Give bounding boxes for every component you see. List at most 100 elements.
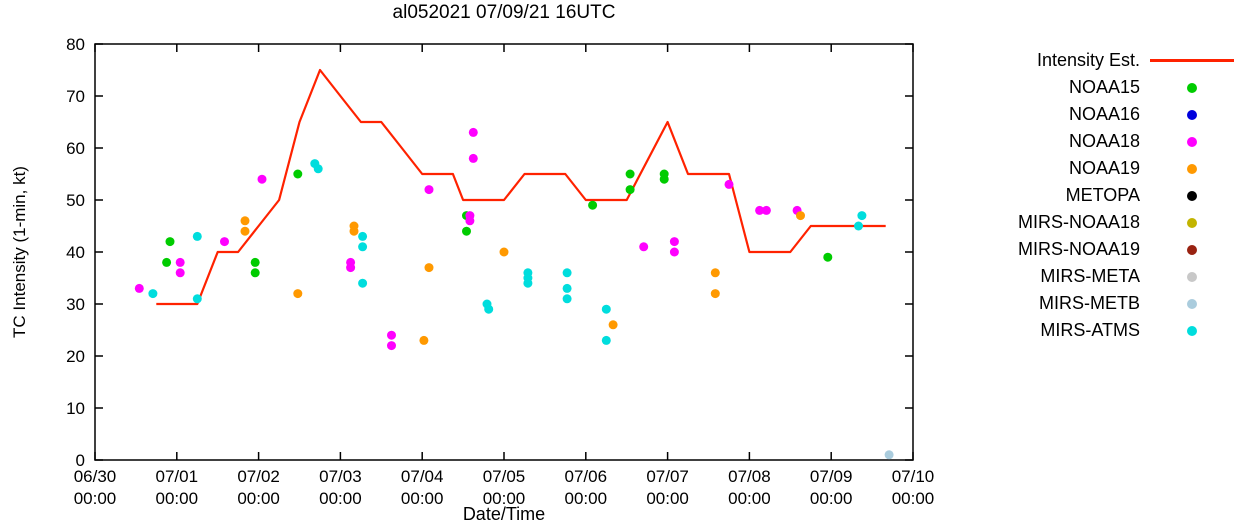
legend: Intensity Est. NOAA15 NOAA16 NOAA18 NOAA19 ME… <box>988 47 1236 344</box>
data-point-noaa19 <box>349 226 359 236</box>
data-point-noaa15 <box>293 169 303 179</box>
legend-label-noaa15: NOAA15 <box>1068 77 1140 97</box>
x-tick-label-date: 07/02 <box>237 467 280 486</box>
y-tick-label: 20 <box>66 347 85 366</box>
data-point-mirs-atms <box>601 335 611 345</box>
dot-swatch <box>1187 244 1197 255</box>
legend-item-noaa19: NOAA19 <box>988 155 1236 182</box>
legend-label-mirs-noaa19: MIRS-NOAA19 <box>1017 239 1140 259</box>
dot-swatch <box>1187 271 1197 282</box>
y-tick-label: 0 <box>76 451 85 470</box>
data-point-noaa18 <box>257 174 267 184</box>
legend-dot-icon-mirs-meta <box>1148 271 1236 282</box>
legend-dot-icon-metopa <box>1148 190 1236 201</box>
data-point-noaa18 <box>724 179 734 189</box>
data-point-mirs-metb <box>884 450 894 460</box>
data-point-noaa15 <box>250 268 260 278</box>
dot-swatch <box>1187 217 1197 228</box>
data-point-noaa15 <box>162 257 172 267</box>
legend-label-mirs-noaa18: MIRS-NOAA18 <box>1017 212 1140 232</box>
data-point-noaa19 <box>796 211 805 221</box>
legend-label-mirs-meta: MIRS-META <box>1040 266 1140 286</box>
data-point-mirs-atms <box>358 278 368 288</box>
data-point-mirs-atms <box>313 164 323 174</box>
line-swatch <box>1150 59 1234 62</box>
legend-dot-icon-mirs-noaa18 <box>1148 217 1236 228</box>
dot-swatch <box>1187 82 1197 93</box>
dot-swatch <box>1187 190 1197 201</box>
legend-label-metopa: METOPA <box>1065 185 1140 205</box>
chart-title: al052021 07/09/21 16UTC <box>392 2 616 23</box>
x-tick-label-date: 07/03 <box>319 467 362 486</box>
data-point-mirs-atms <box>601 304 611 314</box>
x-tick-label-date: 07/07 <box>646 467 689 486</box>
data-point-noaa18 <box>134 283 144 293</box>
data-point-noaa18 <box>669 247 679 257</box>
legend-item-intensity-est-: Intensity Est. <box>988 47 1236 74</box>
data-point-noaa15 <box>462 226 471 236</box>
legend-item-mirs-meta: MIRS-META <box>988 263 1236 290</box>
intensity-line <box>156 68 886 306</box>
y-tick-label: 50 <box>66 191 85 210</box>
data-point-mirs-atms <box>192 294 202 304</box>
data-point-mirs-atms <box>192 231 202 241</box>
data-point-noaa18 <box>468 127 478 137</box>
data-point-noaa19 <box>293 289 303 299</box>
legend-label-intensity-est-: Intensity Est. <box>1036 50 1140 70</box>
data-point-noaa15 <box>250 257 260 267</box>
legend-item-noaa16: NOAA16 <box>988 101 1236 128</box>
data-point-noaa15 <box>625 185 635 195</box>
x-tick-label-date: 07/05 <box>483 467 526 486</box>
legend-dot-icon-mirs-noaa19 <box>1148 244 1236 255</box>
data-point-mirs-atms <box>854 221 863 231</box>
data-point-noaa18 <box>387 341 396 351</box>
x-tick-label-date: 06/30 <box>74 467 117 486</box>
data-point-mirs-atms <box>857 211 867 221</box>
data-point-noaa18 <box>468 153 478 163</box>
legend-item-metopa: METOPA <box>988 182 1236 209</box>
legend-dot-icon-noaa16 <box>1148 109 1236 120</box>
data-point-noaa18 <box>175 268 185 278</box>
x-tick-label-date: 07/06 <box>565 467 608 486</box>
x-tick-label-date: 07/10 <box>892 467 935 486</box>
data-point-noaa19 <box>499 247 509 257</box>
x-tick-label-time: 00:00 <box>483 489 526 508</box>
x-tick-label-date: 07/01 <box>156 467 199 486</box>
data-point-noaa15 <box>659 174 669 184</box>
data-point-noaa19 <box>240 216 250 226</box>
x-tick-label-date: 07/09 <box>810 467 853 486</box>
data-point-mirs-atms <box>523 278 533 288</box>
y-tick-label: 10 <box>66 399 85 418</box>
x-tick-label-time: 00:00 <box>810 489 853 508</box>
legend-dot-icon-mirs-atms <box>1148 325 1236 336</box>
x-tick-label-time: 00:00 <box>728 489 771 508</box>
dot-swatch <box>1187 163 1197 174</box>
data-point-mirs-atms <box>148 289 158 299</box>
data-point-mirs-atms <box>562 268 572 278</box>
x-axis-label: Date/Time <box>462 504 546 524</box>
legend-item-mirs-metb: MIRS-METB <box>988 290 1236 317</box>
x-tick-label-time: 00:00 <box>565 489 608 508</box>
legend-item-noaa18: NOAA18 <box>988 128 1236 155</box>
legend-item-mirs-noaa19: MIRS-NOAA19 <box>988 236 1236 263</box>
legend-label-noaa19: NOAA19 <box>1068 158 1140 178</box>
legend-label-mirs-metb: MIRS-METB <box>1039 293 1140 313</box>
data-point-noaa18 <box>387 330 396 340</box>
data-point-noaa18 <box>346 263 356 273</box>
legend-dot-icon-noaa18 <box>1148 136 1236 147</box>
x-tick-label-time: 00:00 <box>892 489 935 508</box>
data-point-mirs-atms <box>358 242 368 252</box>
data-point-noaa18 <box>669 237 679 247</box>
x-tick-label-time: 00:00 <box>319 489 362 508</box>
legend-item-mirs-atms: MIRS-ATMS <box>988 317 1236 344</box>
data-point-noaa19 <box>608 320 618 330</box>
data-point-noaa19 <box>424 263 434 273</box>
data-point-noaa18 <box>220 237 229 247</box>
y-tick-label: 30 <box>66 295 85 314</box>
data-point-mirs-atms <box>562 283 572 293</box>
x-tick-label-time: 00:00 <box>156 489 199 508</box>
data-point-noaa19 <box>419 335 429 345</box>
data-point-noaa19 <box>710 289 720 299</box>
